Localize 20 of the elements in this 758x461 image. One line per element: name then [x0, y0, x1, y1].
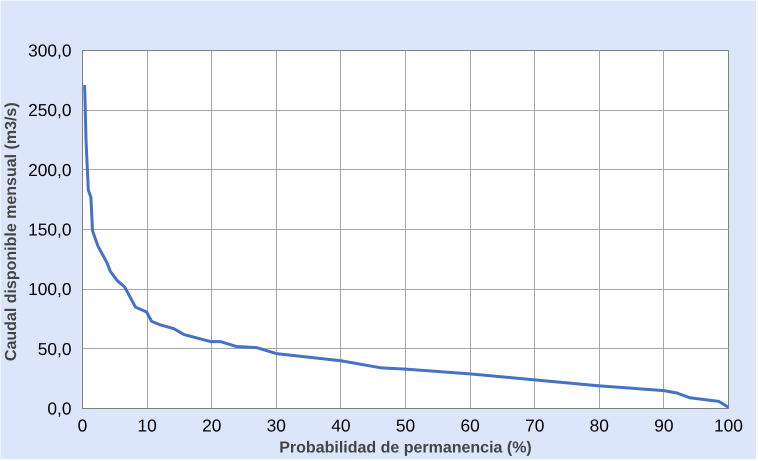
x-tick-label: 60 — [460, 416, 480, 436]
x-tick-label: 20 — [202, 416, 222, 436]
y-axis-title: Caudal disponible mensual (m3/s) — [3, 102, 20, 362]
x-tick-label: 10 — [137, 416, 157, 436]
y-tick-label: 0,0 — [47, 398, 72, 418]
x-tick-label: 70 — [525, 416, 544, 436]
y-tick-label: 100,0 — [28, 279, 72, 300]
y-tick-label: 200,0 — [28, 160, 72, 180]
y-tick-label: 250,0 — [28, 100, 72, 120]
y-tick-label: 150,0 — [28, 220, 72, 240]
x-tick-label: 0 — [78, 416, 88, 436]
x-tick-label: 40 — [331, 416, 351, 436]
x-tick-label: 90 — [654, 416, 674, 436]
x-tick-label: 100 — [714, 416, 743, 436]
x-axis-title: Probabilidad de permanencia (%) — [279, 440, 532, 456]
y-tick-label: 300,0 — [28, 40, 72, 60]
x-tick-label: 30 — [266, 416, 286, 436]
y-tick-label: 50,0 — [38, 338, 72, 359]
x-tick-label: 50 — [396, 416, 416, 436]
x-tick-label: 80 — [590, 416, 609, 436]
